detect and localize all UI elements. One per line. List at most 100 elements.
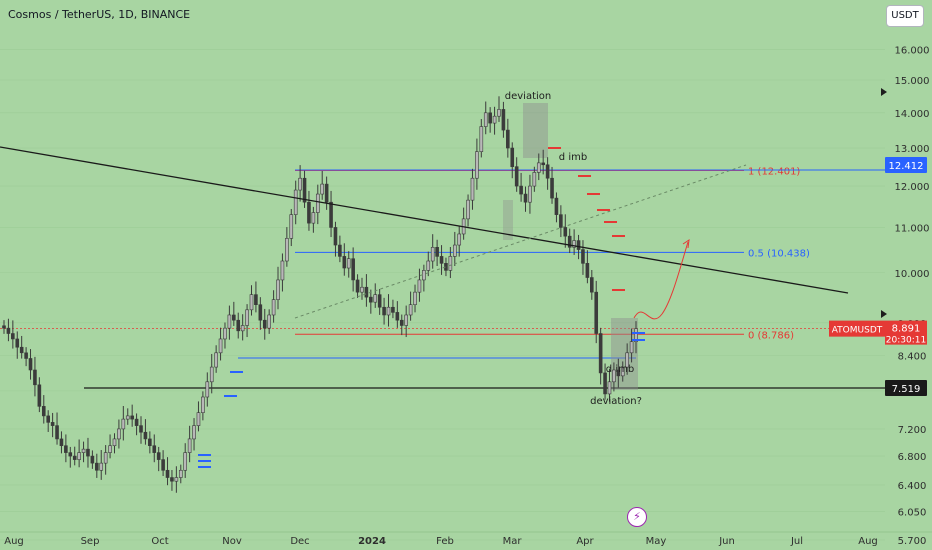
candle-body bbox=[117, 428, 121, 440]
annotation-label: d imb bbox=[559, 152, 587, 163]
candle-body bbox=[625, 352, 629, 368]
candle-body bbox=[404, 314, 408, 326]
candle-body bbox=[77, 452, 81, 460]
imbalance-zone bbox=[503, 200, 513, 240]
chart-title: Cosmos / TetherUS, 1D, BINANCE bbox=[8, 8, 191, 21]
candle-body bbox=[369, 296, 373, 303]
candle-body bbox=[307, 201, 311, 224]
fib-level-label: 0 (8.786) bbox=[748, 330, 794, 341]
candle-body bbox=[218, 338, 223, 354]
annotation-label: deviation bbox=[505, 91, 551, 102]
annotations: deviation d imb d imb deviation? 12.412 7.519… bbox=[505, 91, 927, 407]
candle-body bbox=[399, 319, 404, 326]
time-tick-label: Apr bbox=[576, 536, 594, 547]
candle-body bbox=[581, 249, 585, 264]
candle-body bbox=[174, 477, 179, 482]
candle-body bbox=[90, 455, 95, 464]
candle-body bbox=[249, 294, 254, 311]
candle-body bbox=[271, 299, 276, 316]
price-tick-label: 12.000 bbox=[895, 182, 930, 193]
candle-body bbox=[377, 294, 382, 308]
candle-body bbox=[72, 455, 77, 460]
candle-body bbox=[430, 246, 435, 262]
candle-body bbox=[236, 319, 241, 332]
candle-body bbox=[112, 438, 117, 447]
candle-body bbox=[196, 412, 201, 426]
candle-body bbox=[254, 294, 258, 306]
price-tick-label: 7.200 bbox=[898, 425, 927, 436]
candle-body bbox=[439, 256, 444, 264]
price-label-black-bg bbox=[885, 380, 927, 396]
bar-countdown: 20:30:11 bbox=[886, 336, 926, 346]
candle-body bbox=[572, 240, 576, 248]
candle-body bbox=[178, 469, 183, 478]
candle-body bbox=[276, 279, 280, 300]
time-tick-label: Aug bbox=[4, 536, 24, 547]
candle-body bbox=[612, 369, 616, 383]
candle-body bbox=[130, 415, 134, 420]
candle-body bbox=[139, 425, 143, 433]
candle-body bbox=[506, 129, 510, 149]
axis-arrow-icon bbox=[881, 310, 887, 318]
price-label-blue: 12.412 bbox=[889, 161, 924, 172]
candle-body bbox=[554, 197, 559, 215]
candle-body bbox=[315, 193, 320, 213]
candle-body bbox=[329, 201, 333, 228]
candle-body bbox=[342, 256, 347, 269]
current-price-tag-bg bbox=[885, 320, 927, 345]
candle-body bbox=[603, 372, 607, 395]
candle-body bbox=[95, 462, 99, 471]
drawings bbox=[0, 146, 849, 468]
candle-body bbox=[59, 438, 64, 447]
price-tick-label: 13.000 bbox=[895, 144, 930, 155]
time-tick-label: Sep bbox=[81, 536, 100, 547]
time-tick-label: Oct bbox=[151, 536, 168, 547]
candle-body bbox=[510, 147, 515, 167]
candle-body bbox=[267, 314, 271, 329]
price-axis-panel bbox=[885, 0, 932, 532]
lightning-icon[interactable]: ⚡ bbox=[627, 507, 647, 527]
candle-body bbox=[152, 445, 157, 453]
candle-body bbox=[435, 246, 439, 257]
candle-body bbox=[523, 193, 528, 203]
candle-body bbox=[413, 291, 417, 306]
candle-body bbox=[81, 448, 86, 453]
candle-body bbox=[536, 162, 541, 173]
candle-body bbox=[285, 238, 289, 262]
candle-body bbox=[457, 233, 462, 246]
candle-body bbox=[620, 366, 625, 377]
highlight-zones bbox=[503, 103, 638, 390]
candle-body bbox=[134, 418, 139, 426]
candle-body bbox=[209, 366, 214, 383]
candle-body bbox=[408, 304, 413, 316]
annotation-label: d imb bbox=[606, 364, 634, 375]
time-axis: Aug Sep Oct Nov Dec 2024 Feb Mar Apr May Jun Jul Aug bbox=[0, 531, 932, 547]
currency-button[interactable]: USDT bbox=[886, 5, 924, 27]
candle-body bbox=[585, 263, 590, 278]
candle-body bbox=[103, 452, 108, 464]
candle-body bbox=[183, 452, 188, 471]
candle-body bbox=[532, 172, 537, 187]
candle-body bbox=[497, 109, 501, 117]
candle-body bbox=[55, 425, 59, 440]
candle-body bbox=[28, 358, 33, 371]
candle-body bbox=[567, 235, 572, 248]
candle-body bbox=[514, 166, 519, 187]
candle-body bbox=[33, 369, 37, 386]
candle-body bbox=[629, 341, 634, 354]
candle-body bbox=[466, 199, 470, 220]
price-tick-label: 16.000 bbox=[895, 45, 930, 56]
candle-body bbox=[302, 177, 307, 203]
candle-body bbox=[41, 406, 46, 417]
candle-body bbox=[528, 185, 532, 203]
price-axis: 16.000 15.000 14.000 13.000 12.000 11.000 10.0… bbox=[881, 0, 932, 547]
candle-body bbox=[452, 244, 457, 257]
fib-diagonal bbox=[294, 164, 747, 319]
candle-body bbox=[320, 183, 325, 195]
candle-body bbox=[227, 314, 232, 329]
candle-body bbox=[576, 240, 581, 250]
candle-body bbox=[245, 309, 249, 326]
candle-body bbox=[607, 381, 612, 395]
